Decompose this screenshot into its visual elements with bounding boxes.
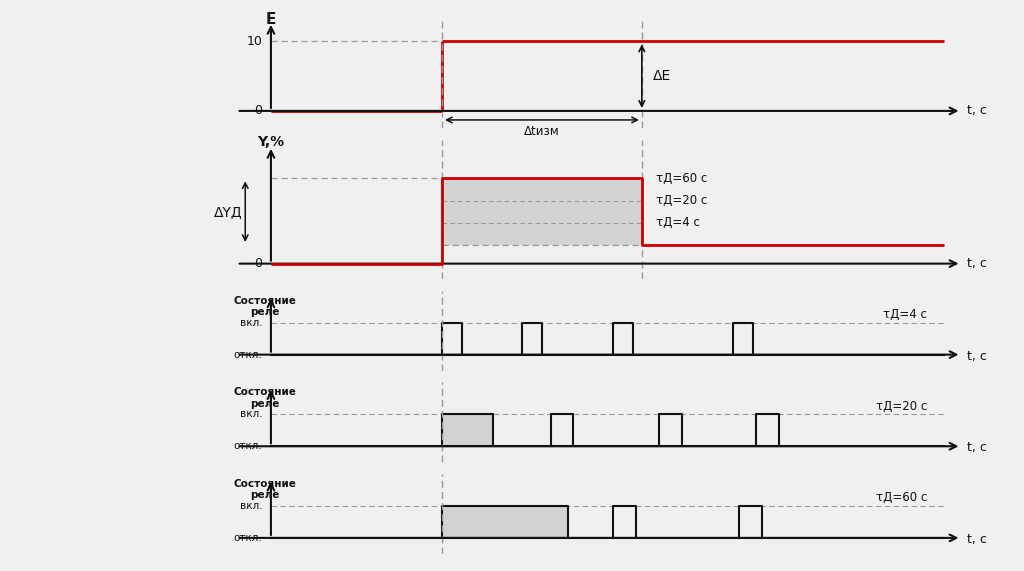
Bar — [442, 415, 494, 447]
Text: t, с: t, с — [967, 257, 987, 270]
Text: t, с: t, с — [967, 104, 987, 118]
Text: τД=60 с: τД=60 с — [876, 492, 927, 504]
Text: E: E — [266, 12, 276, 27]
Text: откл.: откл. — [233, 441, 262, 451]
Text: ΔYД: ΔYД — [214, 204, 243, 219]
Text: откл.: откл. — [233, 533, 262, 543]
Text: 0: 0 — [254, 104, 262, 118]
Text: Состояние
реле: Состояние реле — [233, 296, 297, 317]
Text: τД=20 с: τД=20 с — [656, 194, 708, 207]
Bar — [442, 506, 567, 538]
Text: t, с: t, с — [967, 349, 987, 363]
Text: τД=4 с: τД=4 с — [656, 216, 700, 229]
Bar — [442, 178, 642, 245]
Text: Состояние
реле: Состояние реле — [233, 478, 297, 500]
Text: t, с: t, с — [967, 441, 987, 455]
Text: Состояние
реле: Состояние реле — [233, 387, 297, 409]
Text: 10: 10 — [247, 35, 262, 48]
Text: τД=60 с: τД=60 с — [656, 172, 708, 185]
Text: вкл.: вкл. — [240, 317, 262, 328]
Text: t, с: t, с — [967, 533, 987, 546]
Text: откл.: откл. — [233, 349, 262, 360]
Text: τД=20 с: τД=20 с — [876, 400, 927, 413]
Text: вкл.: вкл. — [240, 501, 262, 511]
Text: Δtизм: Δtизм — [524, 125, 560, 138]
Text: Y,%: Y,% — [257, 135, 285, 148]
Text: 0: 0 — [254, 257, 262, 270]
Text: τД=4 с: τД=4 с — [884, 308, 927, 321]
Text: вкл.: вкл. — [240, 409, 262, 419]
Text: ΔE: ΔE — [653, 69, 672, 83]
